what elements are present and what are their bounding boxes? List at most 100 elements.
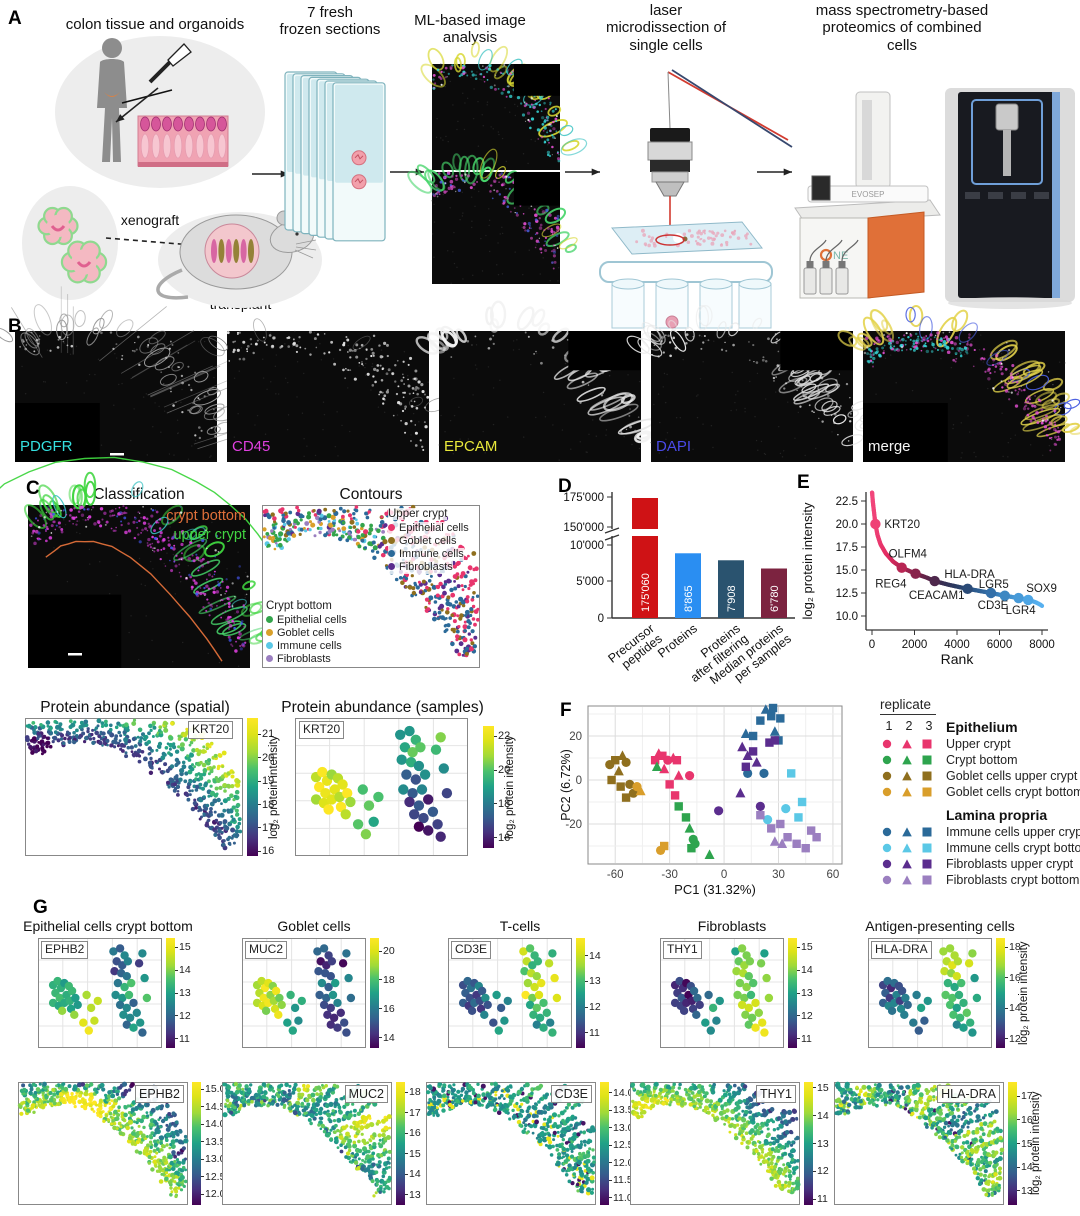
samples-abundance-title: Protein abundance (samples)	[281, 699, 484, 716]
bar-chart: 05'00010'000150'000175'000175'060Precurs…	[563, 492, 795, 687]
f-legend-symbols	[882, 771, 932, 781]
gene-point-label: REG4	[875, 579, 907, 591]
f-legend-replicate: 1	[885, 719, 893, 733]
colorbar-tick	[494, 735, 497, 737]
colorbar-tick	[609, 1197, 612, 1199]
colorbar	[192, 1082, 201, 1205]
colorbar-tick-label: 15	[801, 941, 813, 954]
colorbar-tick-label: 17	[409, 1106, 421, 1119]
bar-0	[632, 498, 658, 618]
colorbar-tick	[494, 769, 497, 771]
micro-texture	[200, 318, 449, 458]
f-legend-replicate: 2	[905, 719, 913, 733]
colorbar-tick	[175, 992, 178, 994]
colorbar-tick-label: 20	[498, 764, 511, 777]
colorbar-tick-label: 13	[817, 1137, 829, 1150]
colorbar-tick	[201, 1141, 204, 1143]
sample-dots	[670, 944, 774, 1037]
pca-plot: 20 0 -20 -60 -30 0 30 60 PC2 (6.72%) PC1 (31.32%)	[559, 703, 843, 897]
f-legend-symbols	[882, 843, 932, 853]
workflow-step-title: 7 fresh frozen sections	[279, 4, 381, 39]
colorbar-tick	[405, 1132, 408, 1134]
legend-dot	[388, 550, 395, 557]
colorbar	[576, 938, 585, 1048]
colorbar-tick	[1005, 946, 1008, 948]
colorbar-tick	[1017, 1166, 1020, 1168]
colorbar-tick	[585, 980, 588, 982]
colorbar-tick-label: 12.5	[613, 1139, 634, 1152]
d-ytick: 0	[598, 613, 604, 625]
f-legend-symbols	[882, 755, 932, 765]
micro-texture	[23, 471, 287, 667]
micro-texture	[837, 304, 1080, 459]
colorbar	[804, 1082, 813, 1205]
upper-crypt-legend-item: Goblet cells	[388, 535, 457, 548]
colorbar-tick-label: 17	[262, 821, 275, 834]
f-legend-replicate: 3	[925, 719, 933, 733]
colorbar-tick	[175, 1038, 178, 1040]
e-xlabel: Rank	[941, 651, 975, 667]
f-legend-symbols	[882, 875, 932, 885]
e-ytick: 22.5	[836, 496, 858, 508]
colorbar-tick	[405, 1091, 408, 1093]
colorbar-tick-label: 15	[409, 1147, 421, 1160]
legend-dot	[388, 563, 395, 570]
colorbar-tick-label: 12	[179, 1009, 191, 1022]
krt20-spatial-map	[24, 718, 243, 856]
e-xtick: 6000	[987, 639, 1013, 651]
f-legend-item-label: Goblet cells upper crypt	[946, 769, 1078, 783]
panel-a-label: A	[8, 8, 22, 29]
colorbar-tick	[201, 1123, 204, 1125]
colorbar-tick-label: 14	[817, 1109, 829, 1122]
legend-dot	[388, 524, 395, 531]
gene-label: HLA-DRA	[871, 941, 932, 959]
colorbar-tick	[201, 1176, 204, 1178]
f-legend-item-label: Fibroblasts upper crypt	[946, 857, 1074, 871]
gene-point-label: OLFM4	[889, 549, 928, 561]
legend-dot	[266, 629, 273, 636]
colorbar-tick	[813, 1115, 816, 1117]
colorbar-tick-label: 19	[262, 775, 275, 788]
upper-crypt-legend-item: Epithelial cells	[388, 522, 469, 535]
colorbar-tick-label: 14	[1009, 1002, 1021, 1015]
g-column-title: Fibroblasts	[697, 918, 767, 934]
e-xtick: 2000	[902, 639, 928, 651]
channel-label: EPCAM	[444, 438, 498, 455]
sample-dots	[458, 944, 562, 1037]
colorbar-tick-label: 18	[498, 797, 511, 810]
bar-value-label: 7'908	[726, 585, 738, 612]
bar-3	[761, 568, 787, 618]
colorbar-tick	[258, 733, 261, 735]
colorbar-tick	[797, 992, 800, 994]
gene-point-CD3E	[985, 587, 997, 599]
gene-point-label: KRT20	[884, 519, 920, 531]
e-xtick: 8000	[1029, 639, 1055, 651]
colorbar-tick-label: 21	[262, 728, 275, 741]
e-ytick: 15.0	[836, 565, 858, 577]
colorbar-tick-label: 15	[1021, 1137, 1033, 1150]
f-xtick: 0	[721, 869, 727, 881]
tissue-dots	[222, 1081, 392, 1198]
f-xlabel: PC1 (31.32%)	[674, 882, 756, 897]
gene-point-REG4	[910, 568, 921, 579]
sample-dots	[252, 944, 356, 1037]
classification-image	[23, 471, 287, 668]
colorbar-tick	[201, 1158, 204, 1160]
colorbar-tick-label: 14	[801, 964, 813, 977]
colorbar-tick-label: 12.5	[205, 1170, 226, 1183]
colorbar-tick-label: 11	[817, 1193, 828, 1206]
channel-label: CD45	[232, 438, 271, 455]
channel-label: PDGFR	[20, 438, 73, 455]
colorbar-axis-label: log₂ protein intensity	[1030, 1091, 1042, 1196]
gene-label: EPHB2	[135, 1085, 184, 1104]
colorbar-tick	[609, 1127, 612, 1129]
colorbar-tick	[494, 803, 497, 805]
colorbar-tick-label: 13	[589, 975, 601, 988]
bar-value-label: 8'865	[683, 585, 695, 612]
upper-crypt-legend-item: Fibroblasts	[388, 561, 453, 574]
colorbar-tick-label: 12.0	[613, 1156, 634, 1169]
colorbar-tick-label: 12	[1009, 1032, 1021, 1045]
colorbar-tick-label: 14.0	[205, 1118, 226, 1131]
colorbar	[370, 938, 379, 1048]
